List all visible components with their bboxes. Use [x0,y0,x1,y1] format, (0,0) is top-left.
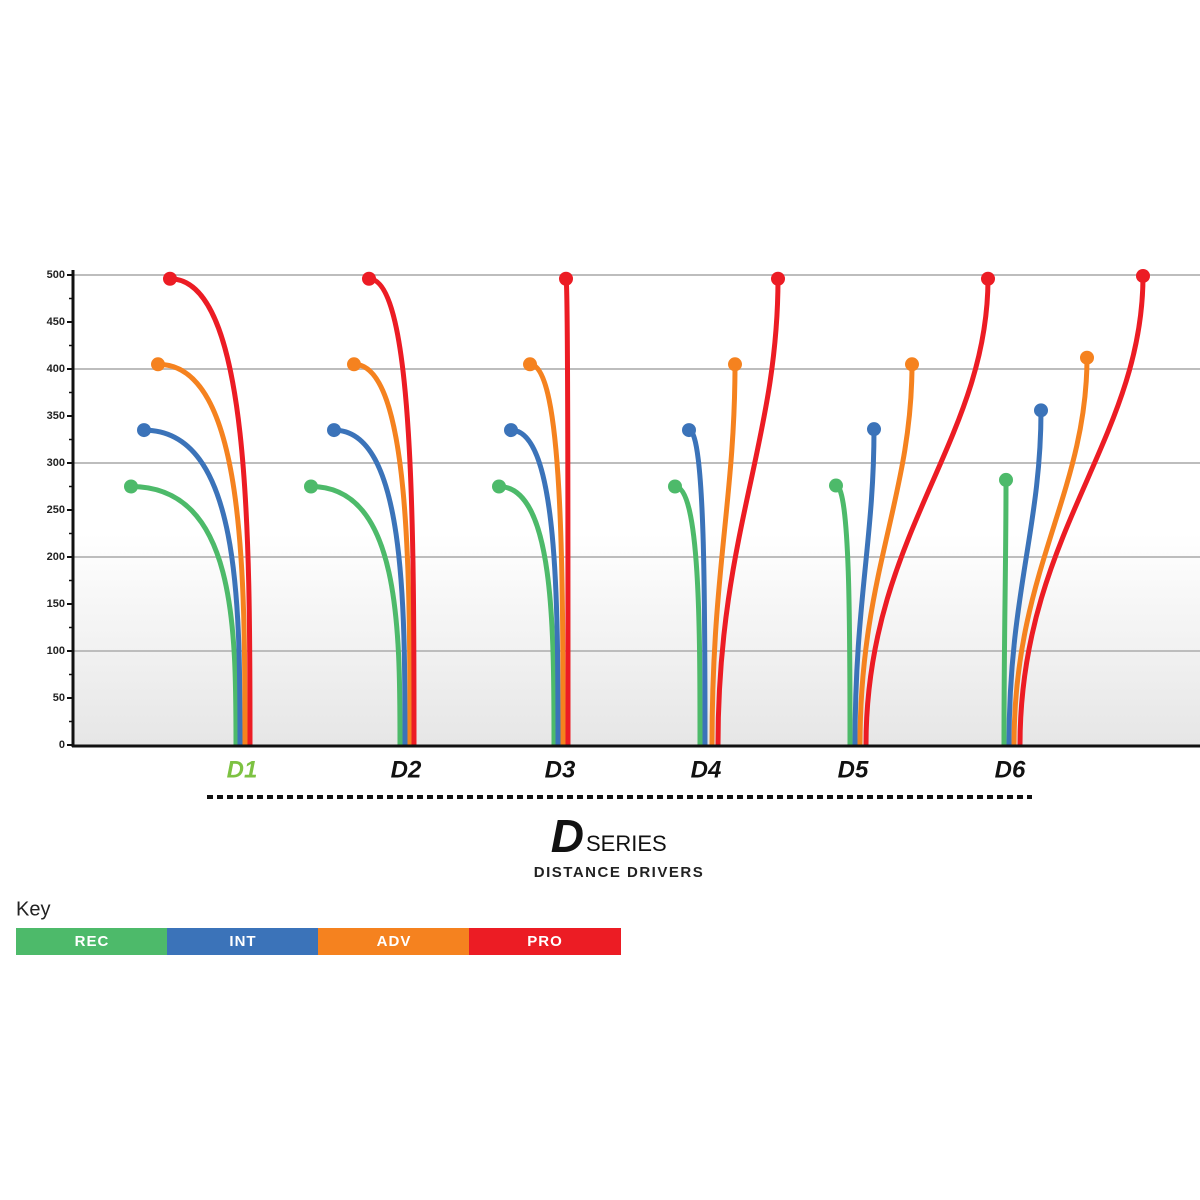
x-tick-label: D6 [995,756,1026,783]
legend-label: INT [229,933,256,950]
legend-title: Key [16,898,50,920]
flight-end-dot [1080,350,1094,365]
legend-swatch [167,928,319,955]
flight-end-dot [668,479,682,494]
flight-path [308,484,403,748]
flight-end-dot [504,423,518,438]
flight-end-dot [829,478,843,493]
flight-end-dot [347,357,361,372]
y-tick-label: 250 [47,504,65,516]
flight-path [331,427,408,748]
x-tick-label: D3 [545,756,576,783]
flight-path [155,361,248,748]
flight-end-dot [981,271,995,286]
flight-path [141,427,243,748]
flight-end-dot [999,472,1013,487]
legend-swatch [469,928,621,955]
flight-path [563,276,571,748]
flight-path [167,276,253,748]
legend-label: ADV [377,933,412,950]
x-tick-label: D2 [391,756,422,783]
flight-end-dot [771,271,785,286]
y-tick-label: 350 [47,410,65,422]
flight-path [508,427,561,748]
flight-path [852,426,877,748]
flight-end-dot [327,423,341,438]
flight-end-dot [151,357,165,372]
legend-label: REC [75,933,110,950]
y-tick-label: 150 [47,598,65,610]
flight-path [715,276,781,748]
y-tick-label: 200 [47,551,65,563]
legend-label: PRO [527,933,563,950]
chart-subtitle: DISTANCE DRIVERS [534,864,704,881]
y-tick-label: 400 [47,363,65,375]
flight-path [128,484,239,748]
flight-end-dot [492,479,506,494]
legend-swatch [318,928,470,955]
flight-end-dot [163,271,177,286]
flight-end-dot [304,479,318,494]
flight-path [833,483,853,748]
flight-path [351,361,413,748]
flight-path [1001,477,1009,748]
flight-end-dot [362,271,376,286]
flight-path [527,361,566,748]
flight-path [366,276,417,748]
flight-path [686,427,708,748]
y-tick-label: 100 [47,645,65,657]
flight-path [1011,355,1090,748]
flight-end-dot [137,423,151,438]
flight-path [709,361,738,748]
flight-end-dot [559,271,573,286]
flight-end-dot [1034,403,1048,418]
logo-letter: D [551,810,584,862]
x-tick-label: D5 [838,756,869,783]
flight-end-dot [728,357,742,372]
y-tick-label: 0 [59,739,65,751]
flight-end-dot [523,357,537,372]
x-tick-label: D1 [227,756,258,783]
flight-end-dot [1136,268,1150,283]
flight-path [672,484,703,748]
y-tick-label: 300 [47,457,65,469]
flight-end-dot [905,357,919,372]
x-tick-label: D4 [691,756,722,783]
flight-path [1017,273,1146,748]
flight-end-dot [682,423,696,438]
flight-path [863,276,991,748]
flight-end-dot [867,422,881,437]
y-tick-label: 50 [53,692,65,704]
flight-path [1006,407,1044,748]
flight-path [857,361,915,748]
flight-end-dot [124,479,138,494]
legend-swatch [16,928,168,955]
flight-path [496,484,557,748]
chart-title: SERIES [586,831,667,856]
y-tick-label: 500 [47,269,65,281]
y-tick-label: 450 [47,316,65,328]
